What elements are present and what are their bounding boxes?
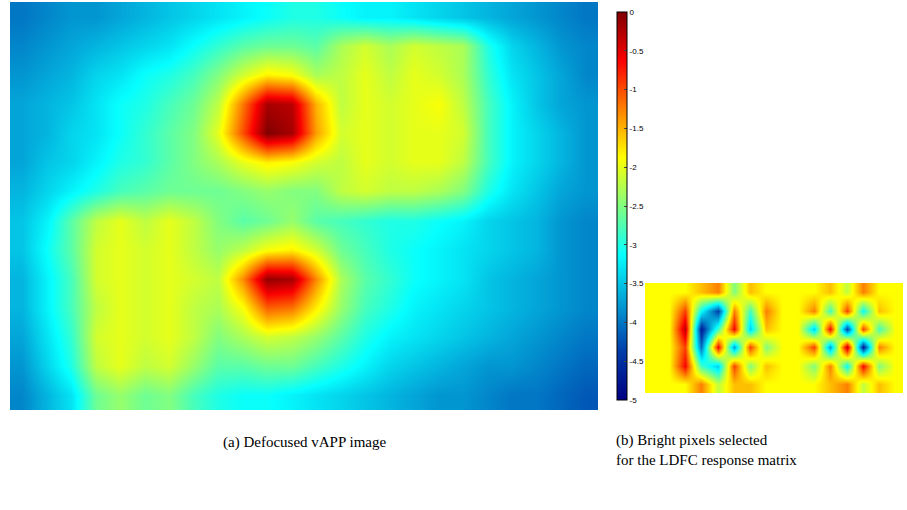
svg-text:-2.5: -2.5 xyxy=(630,202,644,211)
svg-text:-3: -3 xyxy=(630,241,638,250)
svg-text:0: 0 xyxy=(630,8,635,17)
svg-text:-4: -4 xyxy=(630,318,638,327)
svg-text:(b) Bright pixels selectedfor: (b) Bright pixels selectedfor the LDFC r… xyxy=(616,432,797,468)
svg-text:-3.5: -3.5 xyxy=(630,279,644,288)
svg-text:-2: -2 xyxy=(630,163,638,172)
svg-text:-5: -5 xyxy=(630,396,638,405)
svg-text:-1.5: -1.5 xyxy=(630,124,644,133)
svg-text:(a) Defocused vAPP image: (a) Defocused vAPP image xyxy=(223,434,386,451)
svg-text:-4.5: -4.5 xyxy=(630,357,644,366)
svg-text:-1: -1 xyxy=(630,85,638,94)
svg-text:-0.5: -0.5 xyxy=(630,47,644,56)
